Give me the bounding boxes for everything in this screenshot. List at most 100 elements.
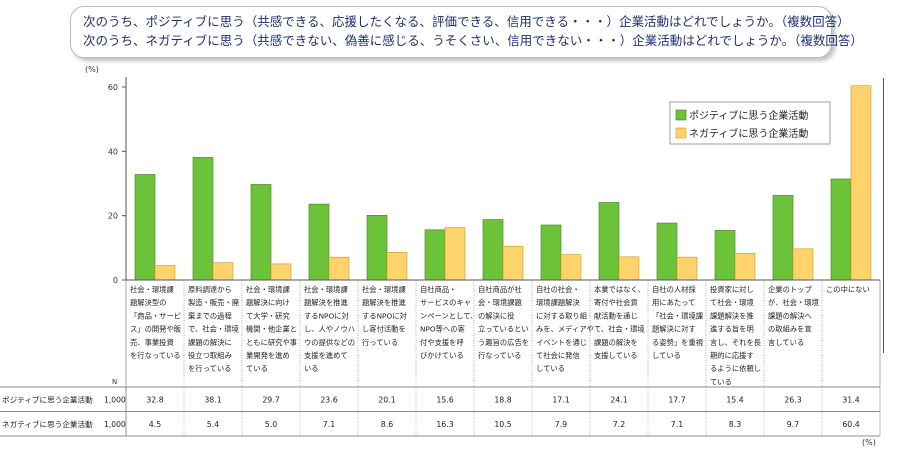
- right-divider: [883, 78, 884, 353]
- category-label-line: 業開発を進め: [246, 351, 290, 360]
- row-label: ネガティブに思う企業活動: [2, 419, 93, 429]
- category-label-line: ともに研究や事: [246, 338, 297, 347]
- category-label: この中にない: [826, 285, 870, 294]
- category-label-line: するNPOに対: [304, 311, 349, 320]
- y-tick-label: 60: [108, 83, 118, 92]
- category-label-line: し、人やノウハ: [304, 325, 355, 334]
- question-positive: 次のうち、ポジティブに思う（共感できる、応援したくなる、評価できる、信用できる・…: [83, 14, 850, 29]
- category-label-line: 題解決に向け: [246, 298, 290, 307]
- n-header: N: [112, 378, 117, 386]
- category-label-line: 付や支援を呼: [420, 338, 464, 347]
- category-label-line: が、社会・環境: [768, 298, 819, 307]
- table-value: 16.3: [436, 420, 453, 429]
- bar-positive: [192, 157, 214, 281]
- bar-negative: [212, 262, 234, 281]
- table-value: 15.6: [436, 395, 453, 404]
- category-label: 企業のトップが、社会・環境課題の解決への取組みを宣言している: [768, 285, 819, 347]
- table-value: 29.7: [262, 395, 279, 404]
- category-label-line: 支援を進めて: [304, 351, 348, 360]
- bar-negative: [734, 253, 756, 281]
- legend-box: [669, 101, 831, 145]
- category-label-line: びかけている: [420, 351, 464, 360]
- category-label-line: 環境課題解決: [536, 298, 580, 307]
- category-label: 社会・環境課題解決を推進するNPOに対し寄付活動を行っている: [362, 285, 407, 347]
- category-label-line: 「社会・環境課: [652, 311, 704, 320]
- category-label-line: て、社会・環境: [594, 325, 645, 334]
- category-label-line: う趣旨の広告を: [478, 338, 529, 347]
- category-label-line: 言している: [768, 338, 804, 347]
- table-value: 10.5: [494, 420, 511, 429]
- category-label-line: 行なっている: [478, 351, 521, 360]
- category-label: 社会・環境課題解決型の「商品・サービス」の開発や販売、事業投資を行なっている: [130, 285, 182, 360]
- category-label: 自社商品が社会・環境課題の解決に役立っているという趣旨の広告を行なっている: [478, 285, 529, 360]
- category-label-line: みを、メディアや: [536, 325, 594, 334]
- category-label-line: 課題解決を推: [710, 311, 754, 320]
- category-label-line: に対する取り組: [536, 311, 587, 320]
- bar-negative: [618, 256, 640, 281]
- table-value: 5.0: [265, 420, 277, 429]
- bar-negative: [560, 254, 582, 281]
- table-value: 32.8: [146, 395, 163, 404]
- category-label-line: で、社会・環境: [188, 325, 239, 334]
- bar-negative: [792, 248, 814, 281]
- bar-positive: [830, 178, 852, 281]
- bar-negative: [850, 85, 872, 281]
- bar-positive: [656, 222, 678, 281]
- category-label: 本業ではなく、寄付や社会貢献活動を通じて、社会・環境課題の解決を支援している: [594, 285, 645, 360]
- table-value: 7.1: [323, 420, 335, 429]
- category-label-line: 自社の人材採: [652, 285, 696, 294]
- category-label-line: ンペーンとして、: [420, 311, 477, 320]
- category-label-line: イベントを通じ: [536, 338, 587, 347]
- legend-swatch: [675, 127, 687, 139]
- category-label-line: 社会・環境課: [246, 285, 290, 294]
- bar-negative: [502, 245, 524, 281]
- bar-positive: [540, 224, 562, 281]
- category-label-line: 題解決を推進: [304, 298, 348, 307]
- y-unit-label: (%): [85, 65, 99, 74]
- category-label-line: 期的に応援す: [710, 351, 754, 360]
- legend-label: ポジティブに思う企業活動: [689, 109, 808, 122]
- bar-positive: [482, 219, 504, 281]
- category-label-line: 課題の解決に: [188, 338, 232, 347]
- table-value: 31.4: [842, 395, 859, 404]
- category-label-line: の解決に役: [478, 311, 514, 320]
- table-value: 23.6: [320, 395, 337, 404]
- category-label-line: て社会に発信: [536, 351, 580, 360]
- category-label-line: 社会・環境課: [130, 285, 174, 294]
- category-label-line: 題解決に対す: [652, 325, 696, 334]
- category-label-line: 役立つ取組み: [188, 351, 232, 360]
- category-label-line: 自社商品が社: [478, 285, 522, 294]
- category-label-line: ている: [710, 377, 732, 386]
- row-label: ポジティブに思う企業活動: [2, 394, 93, 404]
- category-label-line: 社会・環境課: [362, 285, 406, 294]
- table-value: 5.4: [207, 420, 219, 429]
- category-label-line: 課題の解決を: [594, 338, 638, 347]
- row-n: 1,000: [104, 395, 126, 404]
- category-label-line: 企業のトップ: [768, 285, 812, 294]
- category-label-line: 社会・環境課: [304, 285, 348, 294]
- category-label-line: 題解決を推進: [362, 298, 406, 307]
- legend-swatch: [675, 109, 687, 121]
- table-value: 8.6: [381, 420, 393, 429]
- table-value: 9.7: [787, 420, 799, 429]
- question-negative: 次のうち、ネガティブに思う（共感できない、偽善に感じる、うそくさい、信用できない…: [83, 33, 863, 48]
- bar-positive: [714, 230, 736, 281]
- category-label-line: している: [536, 364, 565, 373]
- table-value: 4.5: [149, 420, 161, 429]
- category-label-line: 支援している: [594, 351, 638, 360]
- category-label-line: いる: [304, 364, 319, 373]
- bar-negative: [444, 227, 466, 281]
- category-label-line: し寄付活動を: [362, 325, 406, 334]
- category-label-line: 立っているとい: [478, 325, 529, 334]
- category-label-line: ス」の開発や販: [130, 325, 182, 334]
- bar-negative: [270, 263, 292, 281]
- question-box: 次のうち、ポジティブに思う（共感できる、応援したくなる、評価できる、信用できる・…: [70, 6, 863, 58]
- category-label: 自社の人材採用にあたって「社会・環境課題解決に対する姿勢」を重視している: [652, 285, 704, 360]
- table-value: 38.1: [204, 395, 221, 404]
- table-value: 7.9: [555, 420, 567, 429]
- bar-negative: [386, 252, 408, 281]
- table-value: 7.2: [613, 420, 625, 429]
- category-label-line: 題解決型の: [130, 298, 166, 307]
- y-tick-label: 20: [108, 212, 118, 221]
- category-label-line: 本業ではなく、: [594, 285, 645, 294]
